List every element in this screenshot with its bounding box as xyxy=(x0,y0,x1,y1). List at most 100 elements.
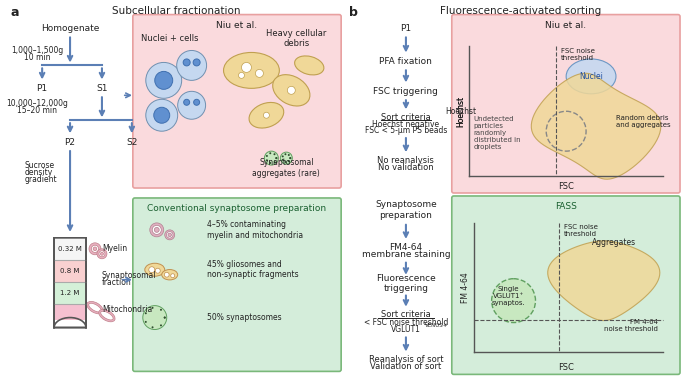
Circle shape xyxy=(264,112,269,118)
Circle shape xyxy=(151,307,153,309)
Circle shape xyxy=(145,312,147,314)
Ellipse shape xyxy=(87,301,103,314)
Text: gradient: gradient xyxy=(24,174,57,184)
FancyBboxPatch shape xyxy=(133,14,341,188)
Text: Conventional synaptosome preparation: Conventional synaptosome preparation xyxy=(147,205,327,213)
Bar xyxy=(54,238,86,260)
Text: Niu et al.: Niu et al. xyxy=(545,21,586,30)
Bar xyxy=(54,260,86,282)
Circle shape xyxy=(146,99,177,131)
Text: Hoechst: Hoechst xyxy=(445,107,476,116)
Circle shape xyxy=(288,154,290,156)
Circle shape xyxy=(284,153,286,155)
Text: Validation of sort: Validation of sort xyxy=(371,362,442,371)
Circle shape xyxy=(184,99,190,105)
Text: FM 4-64
noise threshold: FM 4-64 noise threshold xyxy=(604,319,658,331)
Ellipse shape xyxy=(89,303,101,312)
Text: No validation: No validation xyxy=(378,163,434,171)
Text: Myelin: Myelin xyxy=(102,244,127,253)
Text: Homogenate: Homogenate xyxy=(41,24,99,33)
Circle shape xyxy=(155,268,160,273)
Text: a: a xyxy=(10,6,18,19)
Text: Reanalysis of sort: Reanalysis of sort xyxy=(369,355,443,364)
Ellipse shape xyxy=(249,102,284,128)
Circle shape xyxy=(183,59,190,66)
Text: FASS: FASS xyxy=(555,202,577,211)
Text: Heavy cellular
debris: Heavy cellular debris xyxy=(266,29,327,48)
Circle shape xyxy=(155,71,173,89)
Text: Mitochondria: Mitochondria xyxy=(102,305,152,314)
Text: 15–20 min: 15–20 min xyxy=(17,106,57,115)
Ellipse shape xyxy=(101,311,113,320)
Circle shape xyxy=(284,161,286,163)
Circle shape xyxy=(269,152,271,154)
Polygon shape xyxy=(548,241,660,320)
Ellipse shape xyxy=(566,59,616,94)
Text: membrane staining: membrane staining xyxy=(362,250,450,259)
Text: Synaptosomal: Synaptosomal xyxy=(102,271,156,280)
Circle shape xyxy=(275,157,277,159)
Text: Hoechst negative: Hoechst negative xyxy=(373,120,440,129)
Text: 10 min: 10 min xyxy=(24,53,51,62)
Circle shape xyxy=(164,317,166,319)
Text: density: density xyxy=(24,168,53,176)
Text: FSC: FSC xyxy=(558,363,574,372)
FancyBboxPatch shape xyxy=(452,14,680,193)
Circle shape xyxy=(151,326,153,328)
Circle shape xyxy=(492,279,536,323)
Circle shape xyxy=(256,69,264,77)
FancyBboxPatch shape xyxy=(54,238,86,328)
Circle shape xyxy=(282,155,284,157)
Text: Subcellular fractionation: Subcellular fractionation xyxy=(112,6,241,16)
Text: 50% synaptosomes: 50% synaptosomes xyxy=(207,313,282,322)
Circle shape xyxy=(287,86,295,94)
Text: VENUS+: VENUS+ xyxy=(425,323,449,328)
Circle shape xyxy=(177,91,205,119)
Text: No reanalysis: No reanalysis xyxy=(377,155,434,165)
Circle shape xyxy=(146,62,182,98)
Bar xyxy=(54,304,86,320)
Circle shape xyxy=(91,245,99,252)
Text: PFA fixation: PFA fixation xyxy=(379,57,432,66)
Text: P2: P2 xyxy=(64,138,75,147)
Text: Niu et al.: Niu et al. xyxy=(216,21,258,30)
Text: Random debris
and aggregates: Random debris and aggregates xyxy=(616,115,671,128)
Text: Fluorescence
triggering: Fluorescence triggering xyxy=(376,274,436,293)
Circle shape xyxy=(171,274,175,278)
Text: < FSC noise threshold: < FSC noise threshold xyxy=(364,318,448,327)
Text: P1: P1 xyxy=(400,24,412,33)
Text: Sort criteria: Sort criteria xyxy=(381,310,431,319)
Circle shape xyxy=(273,153,275,155)
Circle shape xyxy=(101,252,103,255)
Text: Hoechst: Hoechst xyxy=(456,96,465,127)
Polygon shape xyxy=(532,73,661,179)
Text: FSC noise
threshold: FSC noise threshold xyxy=(561,48,595,61)
Text: P1: P1 xyxy=(36,84,48,93)
Circle shape xyxy=(154,227,159,232)
Text: Synaptosomal
aggregates (rare): Synaptosomal aggregates (rare) xyxy=(253,158,320,178)
Circle shape xyxy=(168,233,171,237)
Text: 1,000–1,500g: 1,000–1,500g xyxy=(11,46,63,55)
Circle shape xyxy=(164,230,175,240)
Circle shape xyxy=(242,62,251,72)
Circle shape xyxy=(194,99,199,105)
Circle shape xyxy=(89,243,101,255)
Circle shape xyxy=(289,157,291,159)
Circle shape xyxy=(266,155,268,157)
Text: Sucrose: Sucrose xyxy=(24,160,54,170)
Circle shape xyxy=(266,159,268,161)
Text: FSC noise
threshold: FSC noise threshold xyxy=(564,224,598,237)
Text: Hoechst: Hoechst xyxy=(456,96,465,127)
Ellipse shape xyxy=(295,56,324,75)
Text: fraction: fraction xyxy=(102,278,132,287)
Circle shape xyxy=(177,50,207,80)
Text: 0.8 M: 0.8 M xyxy=(60,268,79,274)
Text: Single
VGLUT1⁺
synaptos.: Single VGLUT1⁺ synaptos. xyxy=(492,286,525,306)
Text: Fluorescence-activated sorting: Fluorescence-activated sorting xyxy=(440,6,601,16)
Text: b: b xyxy=(349,6,358,19)
Circle shape xyxy=(160,324,162,327)
Circle shape xyxy=(164,317,166,319)
Ellipse shape xyxy=(273,75,310,106)
Text: Nuclei: Nuclei xyxy=(579,72,603,81)
Circle shape xyxy=(166,232,173,238)
